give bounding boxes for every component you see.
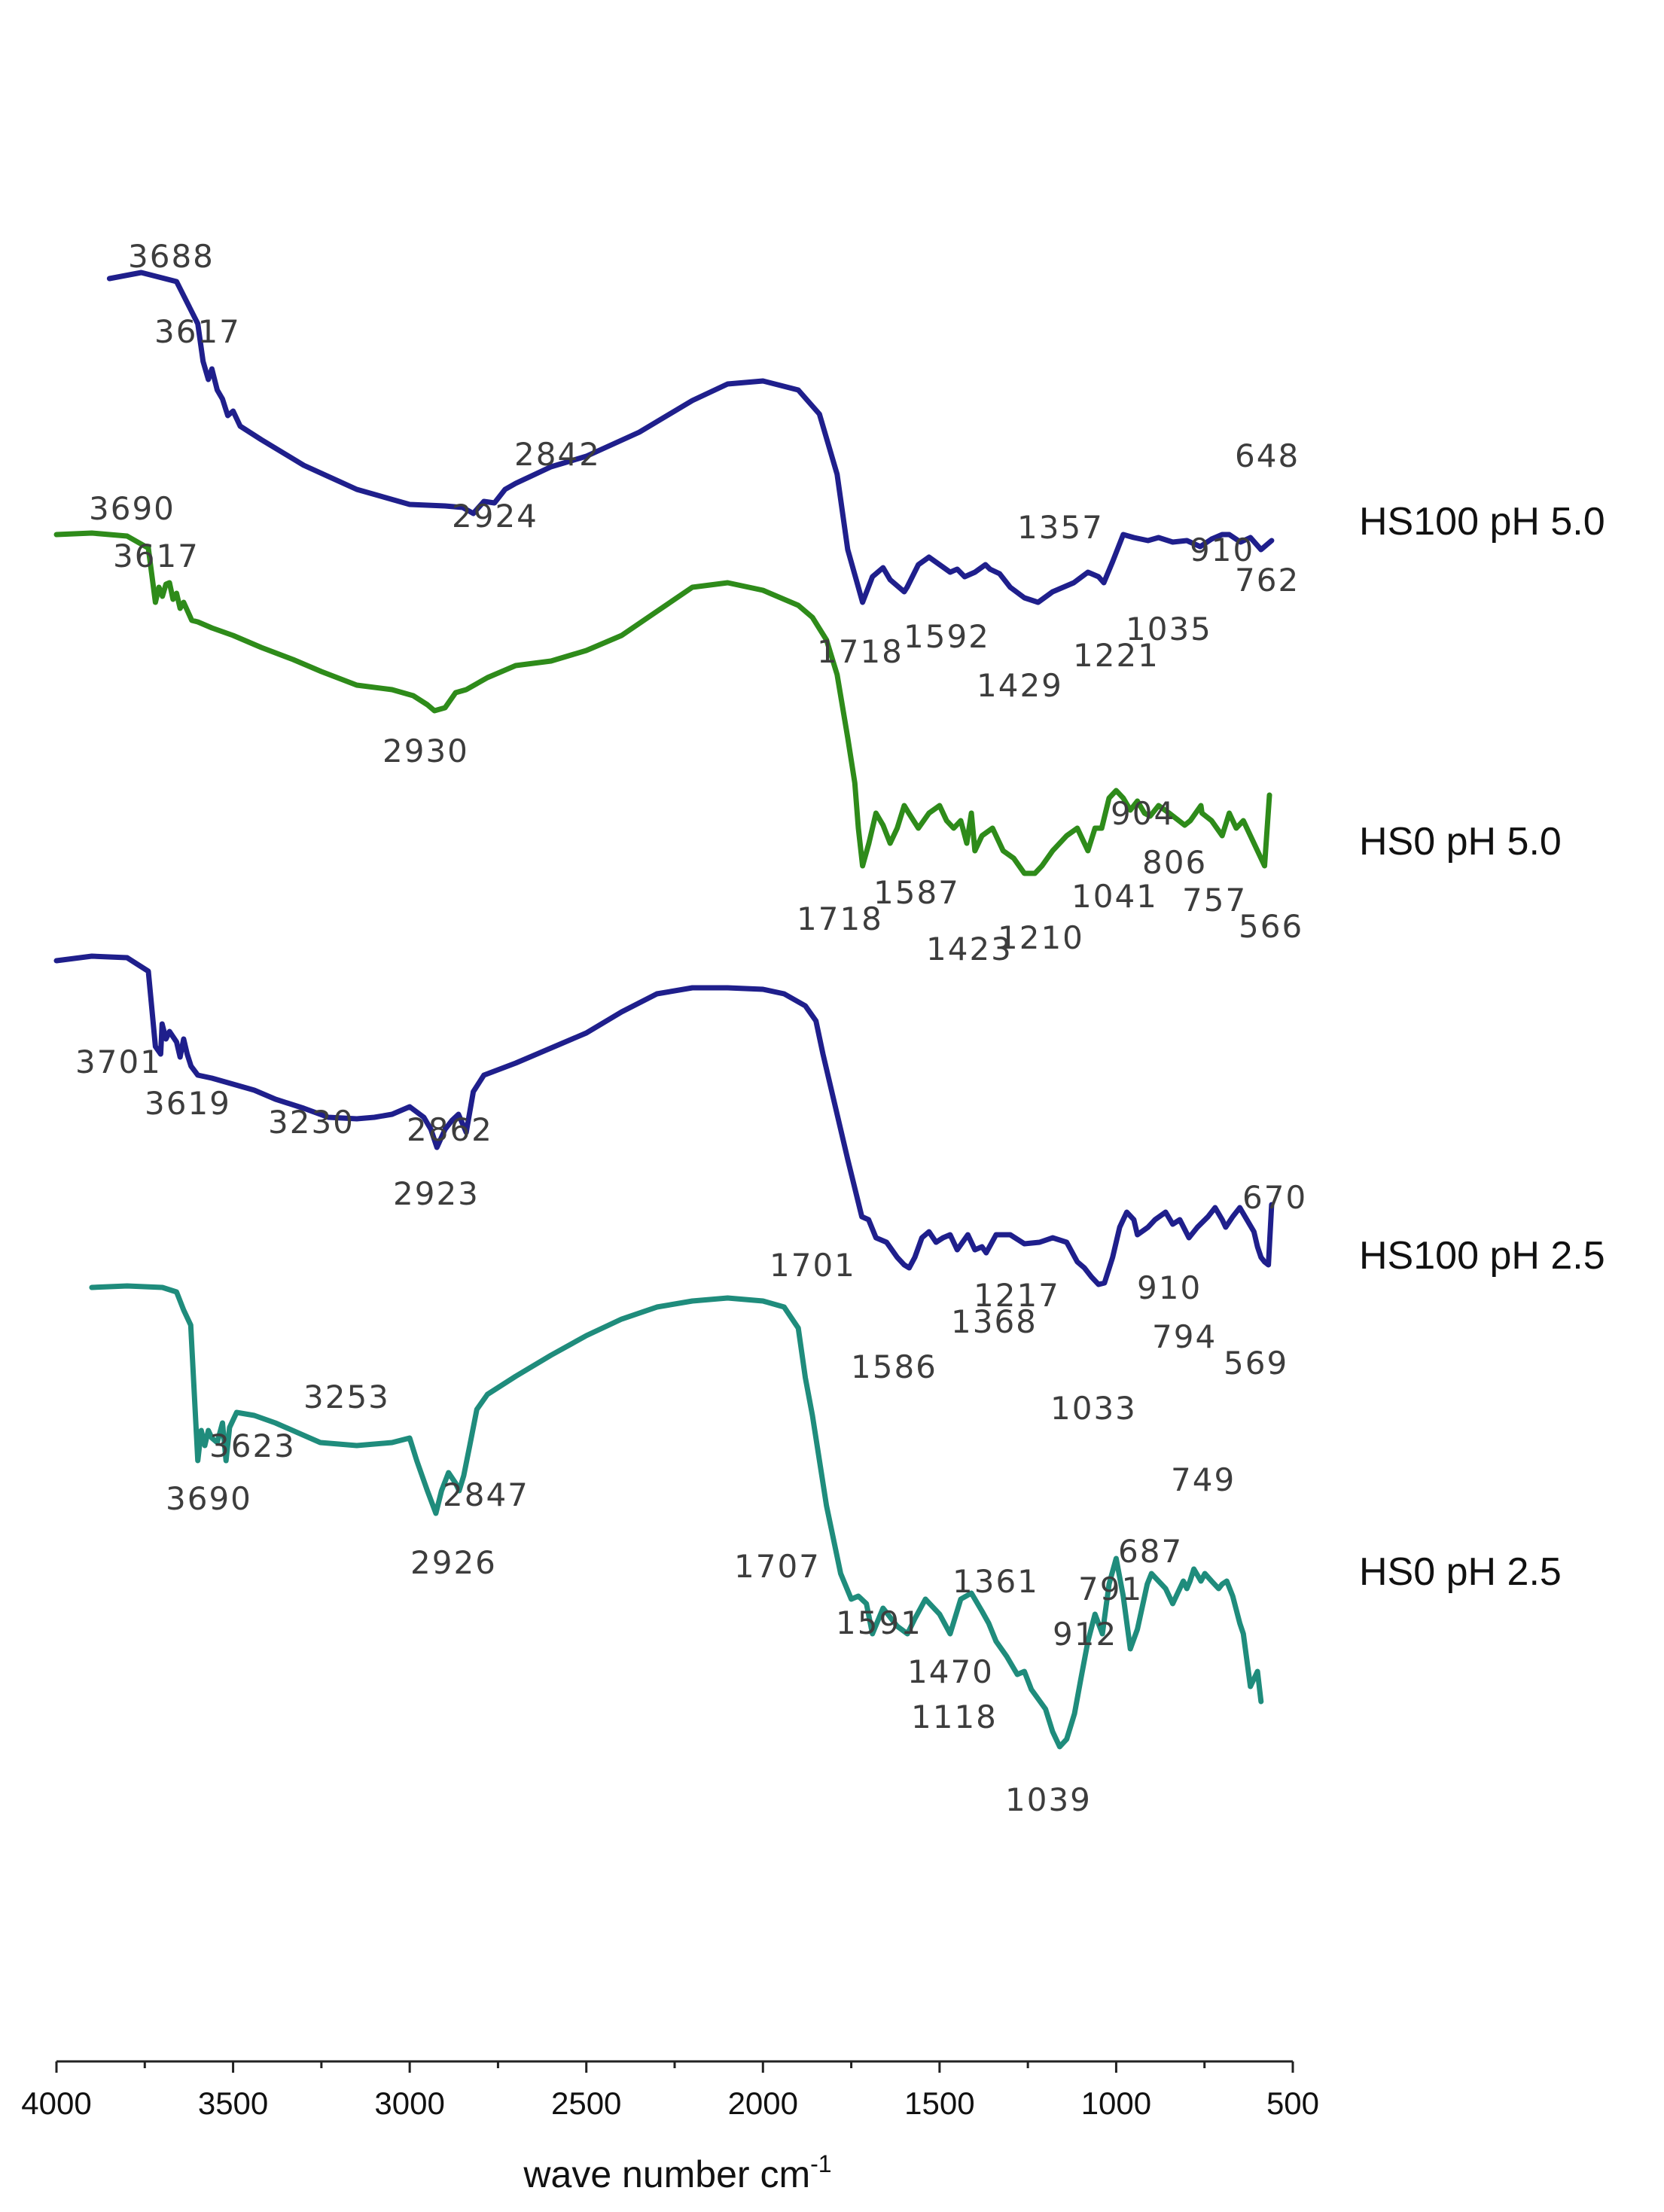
peak-label-hs0-ph5-1041: 1041 xyxy=(1071,878,1158,915)
peak-label-hs100-ph25-1701: 1701 xyxy=(770,1247,856,1284)
peak-label-hs100-ph25-2862: 2862 xyxy=(407,1111,493,1148)
peak-label-hs100-ph25-3701: 3701 xyxy=(75,1044,162,1080)
peak-label-hs100-ph5-1221: 1221 xyxy=(1073,637,1160,674)
peak-label-hs100-ph5-3688: 3688 xyxy=(128,238,215,275)
peak-label-hs100-ph25-3230: 3230 xyxy=(268,1104,355,1141)
peak-label-hs0-ph25-3690: 3690 xyxy=(166,1480,252,1517)
spectrum-hs100-ph25 xyxy=(53,953,1275,1287)
x-tick-label-3000: 3000 xyxy=(374,2086,444,2121)
peak-label-hs100-ph5-2842: 2842 xyxy=(514,436,601,473)
peak-label-hs100-ph25-794: 794 xyxy=(1152,1318,1217,1355)
spectrum-hs0-ph5 xyxy=(53,530,1272,876)
series-name-hs0-ph5: HS0 pH 5.0 xyxy=(1359,820,1562,864)
series-names-group: HS100 pH 5.0 HS0 pH 5.0 HS100 pH 2.5 HS0 pH… xyxy=(1359,500,1605,1594)
x-tick-label-3500: 3500 xyxy=(198,2086,268,2121)
x-tick-label-1500: 1500 xyxy=(904,2086,974,2121)
peak-label-hs100-ph5-1035: 1035 xyxy=(1126,611,1212,647)
x-tick-label-2500: 2500 xyxy=(551,2086,621,2121)
peak-label-hs100-ph5-648: 648 xyxy=(1235,437,1300,474)
x-axis-title-superscript: -1 xyxy=(810,2150,831,2177)
peak-label-hs0-ph5-3690: 3690 xyxy=(89,490,175,527)
peak-label-hs100-ph25-1368: 1368 xyxy=(951,1303,1038,1340)
peak-label-hs0-ph5-566: 566 xyxy=(1239,908,1303,945)
x-axis-ticks: 4000 3500 3000 2500 2000 1500 1000 500 xyxy=(21,2061,1319,2121)
spectrum-hs0-ph25 xyxy=(89,1283,1264,1750)
peak-label-hs100-ph25-1217: 1217 xyxy=(974,1277,1060,1314)
peak-label-hs100-ph25-569: 569 xyxy=(1224,1345,1288,1382)
spectra-group xyxy=(53,270,1275,1750)
peak-label-hs100-ph5-1429: 1429 xyxy=(977,667,1063,704)
peak-label-hs100-ph25-3619: 3619 xyxy=(145,1085,231,1122)
peak-label-hs0-ph5-1587: 1587 xyxy=(873,874,960,911)
x-axis-title-text: wave number cm xyxy=(523,2153,810,2195)
peak-label-hs0-ph25-1707: 1707 xyxy=(734,1548,821,1585)
peak-label-hs0-ph25-1591: 1591 xyxy=(836,1604,922,1641)
peak-label-hs0-ph5-1210: 1210 xyxy=(998,919,1084,956)
peak-label-hs0-ph25-2847: 2847 xyxy=(443,1476,529,1513)
peak-label-hs100-ph25-1033: 1033 xyxy=(1050,1390,1137,1427)
peak-label-hs0-ph5-904: 904 xyxy=(1111,795,1175,832)
peak-label-hs0-ph5-3617: 3617 xyxy=(113,538,200,574)
peak-label-hs0-ph25-3253: 3253 xyxy=(303,1379,390,1415)
peak-label-hs0-ph25-791: 791 xyxy=(1078,1571,1143,1607)
peak-label-hs0-ph5-806: 806 xyxy=(1142,844,1207,881)
peak-label-hs100-ph5-1718: 1718 xyxy=(817,633,904,670)
peak-label-hs0-ph25-1361: 1361 xyxy=(952,1563,1039,1600)
x-tick-label-4000: 4000 xyxy=(21,2086,91,2121)
series-name-hs0-ph25: HS0 pH 2.5 xyxy=(1359,1550,1562,1594)
peak-label-hs100-ph5-3617: 3617 xyxy=(154,313,241,350)
peak-label-hs100-ph25-2923: 2923 xyxy=(393,1175,480,1212)
peak-label-hs100-ph5-1357: 1357 xyxy=(1017,509,1104,546)
peak-label-hs0-ph25-1470: 1470 xyxy=(907,1653,994,1690)
peak-label-hs0-ph25-2926: 2926 xyxy=(410,1544,497,1581)
peak-label-hs100-ph25-1586: 1586 xyxy=(851,1348,937,1385)
x-tick-label-2000: 2000 xyxy=(728,2086,798,2121)
series-name-hs100-ph25: HS100 pH 2.5 xyxy=(1359,1234,1605,1278)
peak-label-hs0-ph25-3623: 3623 xyxy=(209,1427,296,1464)
peak-label-hs0-ph25-749: 749 xyxy=(1171,1461,1236,1498)
peak-label-hs0-ph25-1039: 1039 xyxy=(1005,1781,1092,1818)
peak-label-hs0-ph5-1423: 1423 xyxy=(926,931,1013,967)
peak-label-hs100-ph25-910: 910 xyxy=(1137,1269,1202,1306)
peak-label-hs0-ph5-757: 757 xyxy=(1182,882,1247,919)
peak-label-hs0-ph25-912: 912 xyxy=(1053,1616,1117,1653)
peak-label-hs0-ph5-2930: 2930 xyxy=(382,733,469,769)
peak-label-hs0-ph5-1718: 1718 xyxy=(797,900,883,937)
x-axis-title: wave number cm-1 xyxy=(523,2150,831,2195)
x-tick-label-500: 500 xyxy=(1266,2086,1319,2121)
x-tick-label-1000: 1000 xyxy=(1081,2086,1151,2121)
peak-label-hs0-ph25-1118: 1118 xyxy=(911,1699,998,1735)
spectrum-hs100-ph5 xyxy=(106,270,1275,605)
peak-label-hs100-ph5-2924: 2924 xyxy=(452,498,538,535)
x-axis: 4000 3500 3000 2500 2000 1500 1000 500 wave num… xyxy=(21,2060,1319,2195)
peak-label-hs100-ph5-1592: 1592 xyxy=(904,618,990,655)
peak-label-hs100-ph5-762: 762 xyxy=(1235,562,1300,599)
peak-label-hs100-ph5-910: 910 xyxy=(1190,532,1254,568)
series-name-hs100-ph5: HS100 pH 5.0 xyxy=(1359,500,1605,544)
peak-label-hs100-ph25-670: 670 xyxy=(1242,1179,1307,1216)
peak-label-hs0-ph25-687: 687 xyxy=(1118,1533,1183,1570)
